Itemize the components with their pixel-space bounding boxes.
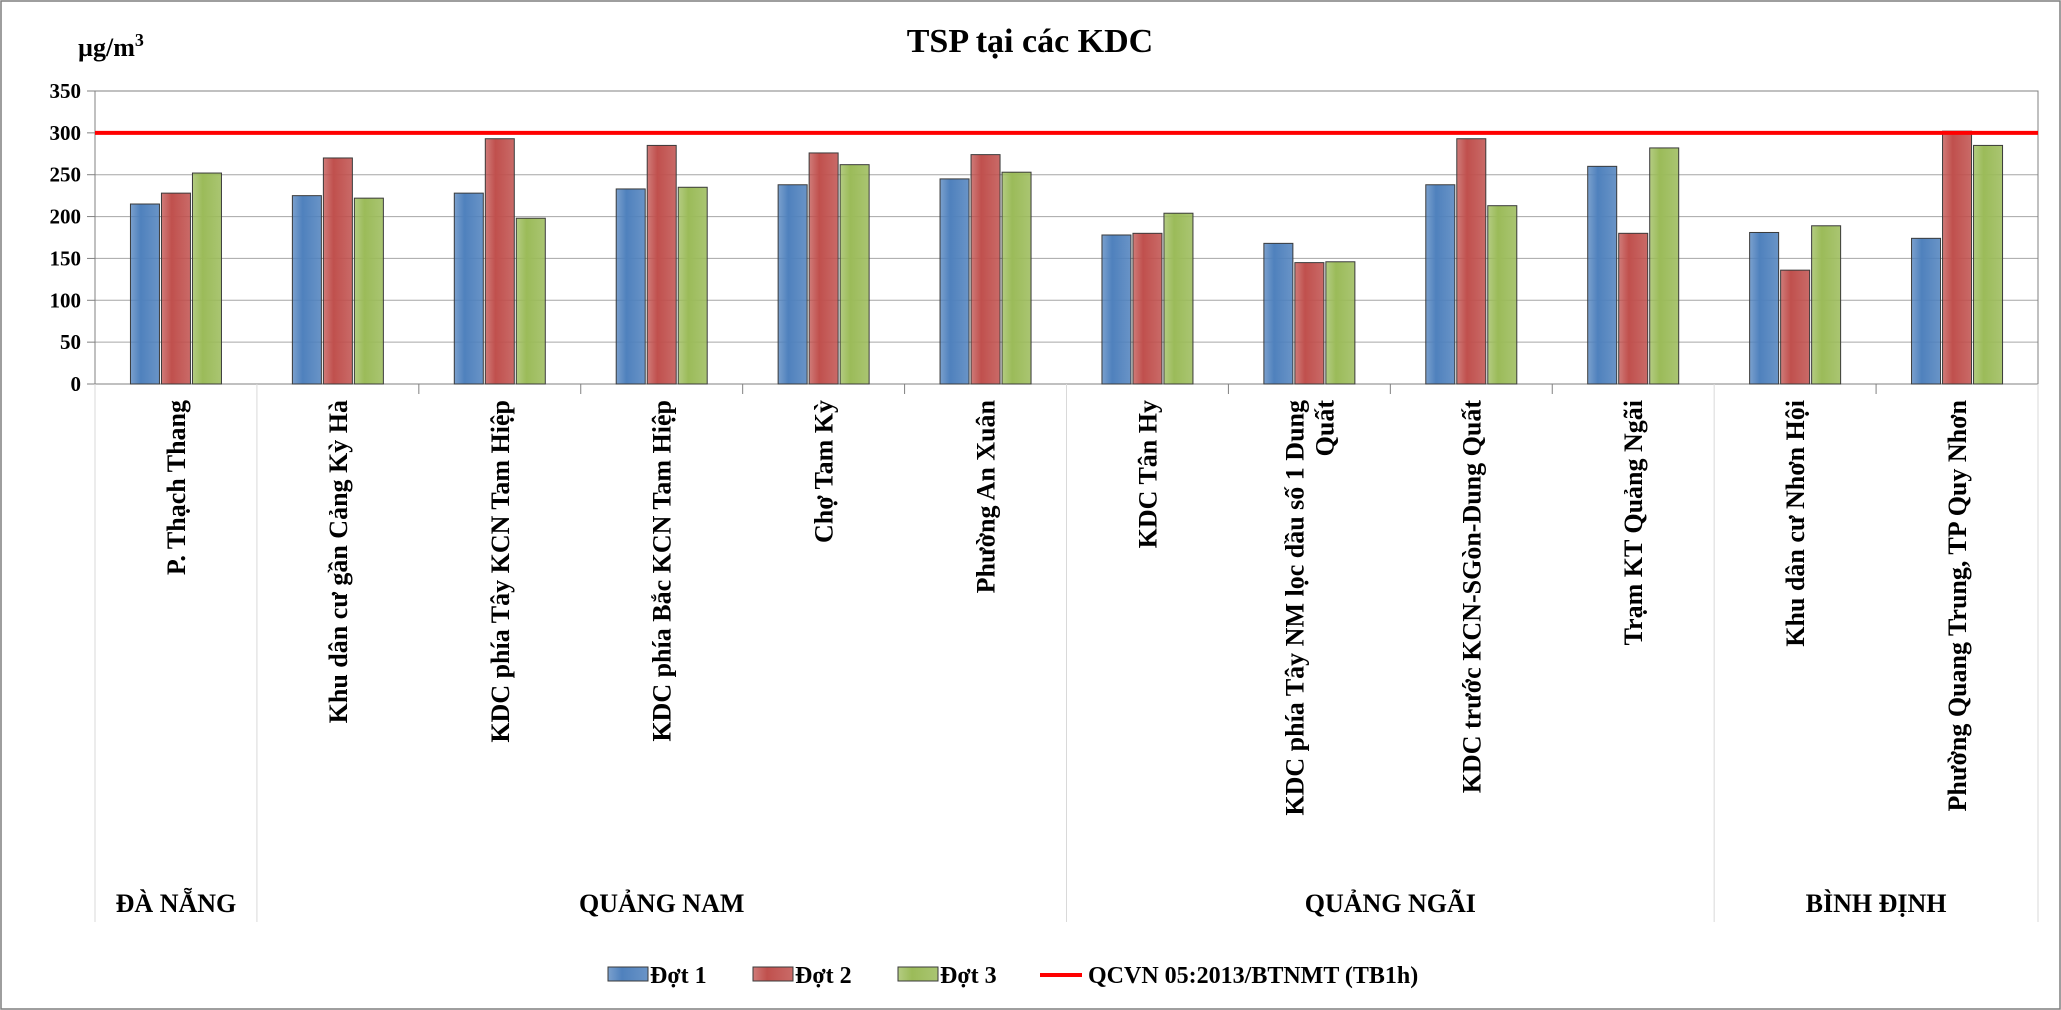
bar-đợt-3-3 [515, 217, 546, 385]
category-label-10: Trạm KT Quảng Ngãi [1619, 400, 1648, 645]
bar-đợt-1-12 [1911, 237, 1942, 385]
plot-area-frame [94, 90, 2039, 385]
bar-đợt-3-7 [1163, 212, 1194, 385]
bar-đợt-1-9 [1425, 184, 1456, 385]
bar-đợt-2-1 [160, 192, 191, 385]
legend-label-3: Đợt 3 [940, 963, 997, 989]
bar-đợt-3-1 [191, 172, 222, 385]
bar-đợt-2-7 [1132, 232, 1163, 385]
group-label-1: ĐÀ NẴNG [116, 888, 237, 918]
bar-đợt-1-11 [1749, 231, 1780, 385]
legend-swatch-3 [897, 966, 939, 982]
y-tick-label: 100 [50, 288, 82, 312]
bar-đợt-2-11 [1780, 269, 1811, 385]
bar-đợt-1-7 [1101, 234, 1132, 385]
y-tick-label: 200 [50, 205, 82, 229]
group-label-2: QUẢNG NAM [579, 889, 744, 918]
bar-đợt-3-5 [839, 164, 870, 385]
bar-đợt-3-12 [1973, 144, 2004, 385]
bar-đợt-1-6 [939, 178, 970, 385]
bar-đợt-3-6 [1001, 171, 1032, 385]
y-tick-label: 50 [60, 330, 81, 354]
legend-label-2: Đợt 2 [795, 963, 852, 989]
legend-swatch-2 [752, 966, 794, 982]
y-tick-label: 250 [50, 163, 82, 187]
bar-đợt-2-5 [808, 152, 839, 385]
y-tick-label: 150 [50, 246, 82, 270]
bar-đợt-3-9 [1487, 205, 1518, 385]
bar-đợt-2-6 [970, 154, 1001, 385]
bar-đợt-3-10 [1649, 147, 1680, 385]
category-label-8: KDC phía Tây NM lọc dầu số 1 Dung [1280, 400, 1309, 816]
category-label-6: Phường An Xuân [972, 399, 1001, 593]
bar-đợt-2-10 [1618, 232, 1649, 385]
bar-đợt-1-1 [129, 203, 160, 385]
y-tick-label: 0 [71, 372, 82, 396]
category-label-5: Chợ Tam Kỳ [810, 400, 839, 543]
category-label-8: Quất [1310, 400, 1339, 457]
group-label-4: BÌNH ĐỊNH [1806, 889, 1947, 918]
bar-đợt-1-3 [453, 192, 484, 385]
category-label-3: KDC phía Tây KCN Tam Hiệp [486, 400, 515, 743]
category-label-1: P. Thạch Thang [162, 400, 191, 575]
category-label-11: Khu dân cư Nhơn Hội [1781, 400, 1810, 647]
bar-đợt-1-4 [615, 188, 646, 385]
group-label-3: QUẢNG NGÃI [1305, 889, 1476, 918]
bar-đợt-1-10 [1587, 165, 1618, 385]
bar-đợt-2-9 [1456, 138, 1487, 385]
bar-đợt-2-8 [1294, 262, 1325, 385]
y-unit-label: µg/m3 [78, 30, 144, 62]
chart-title: TSP tại các KDC [907, 23, 1153, 60]
bar-đợt-3-8 [1325, 261, 1356, 385]
category-label-2: Khu dân cư gần Cảng Kỳ Hà [324, 400, 353, 723]
category-label-12: Phường Quang Trung, TP Quy Nhơn [1943, 399, 1972, 811]
bar-đợt-1-8 [1263, 242, 1294, 385]
bar-đợt-2-4 [646, 144, 677, 385]
bar-đợt-3-11 [1811, 225, 1842, 385]
bar-đợt-3-4 [677, 186, 708, 385]
y-tick-label: 350 [50, 79, 82, 103]
bar-đợt-1-5 [777, 184, 808, 385]
bar-đợt-2-2 [322, 157, 353, 385]
y-tick-label: 300 [50, 121, 82, 145]
legend-swatch-1 [607, 966, 649, 982]
legend-label-1: Đợt 1 [650, 963, 707, 989]
category-label-9: KDC trước KCN-SGòn-Dung Quất [1457, 400, 1486, 794]
bar-đợt-3-2 [353, 197, 384, 385]
bar-đợt-2-3 [484, 138, 515, 385]
bar-đợt-1-2 [291, 195, 322, 385]
category-label-4: KDC phía Bắc KCN Tam Hiệp [648, 400, 677, 742]
legend-label-reference: QCVN 05:2013/BTNMT (TB1h) [1088, 963, 1418, 989]
bar-đợt-2-12 [1942, 130, 1973, 385]
category-label-7: KDC Tân Hy [1133, 400, 1162, 548]
